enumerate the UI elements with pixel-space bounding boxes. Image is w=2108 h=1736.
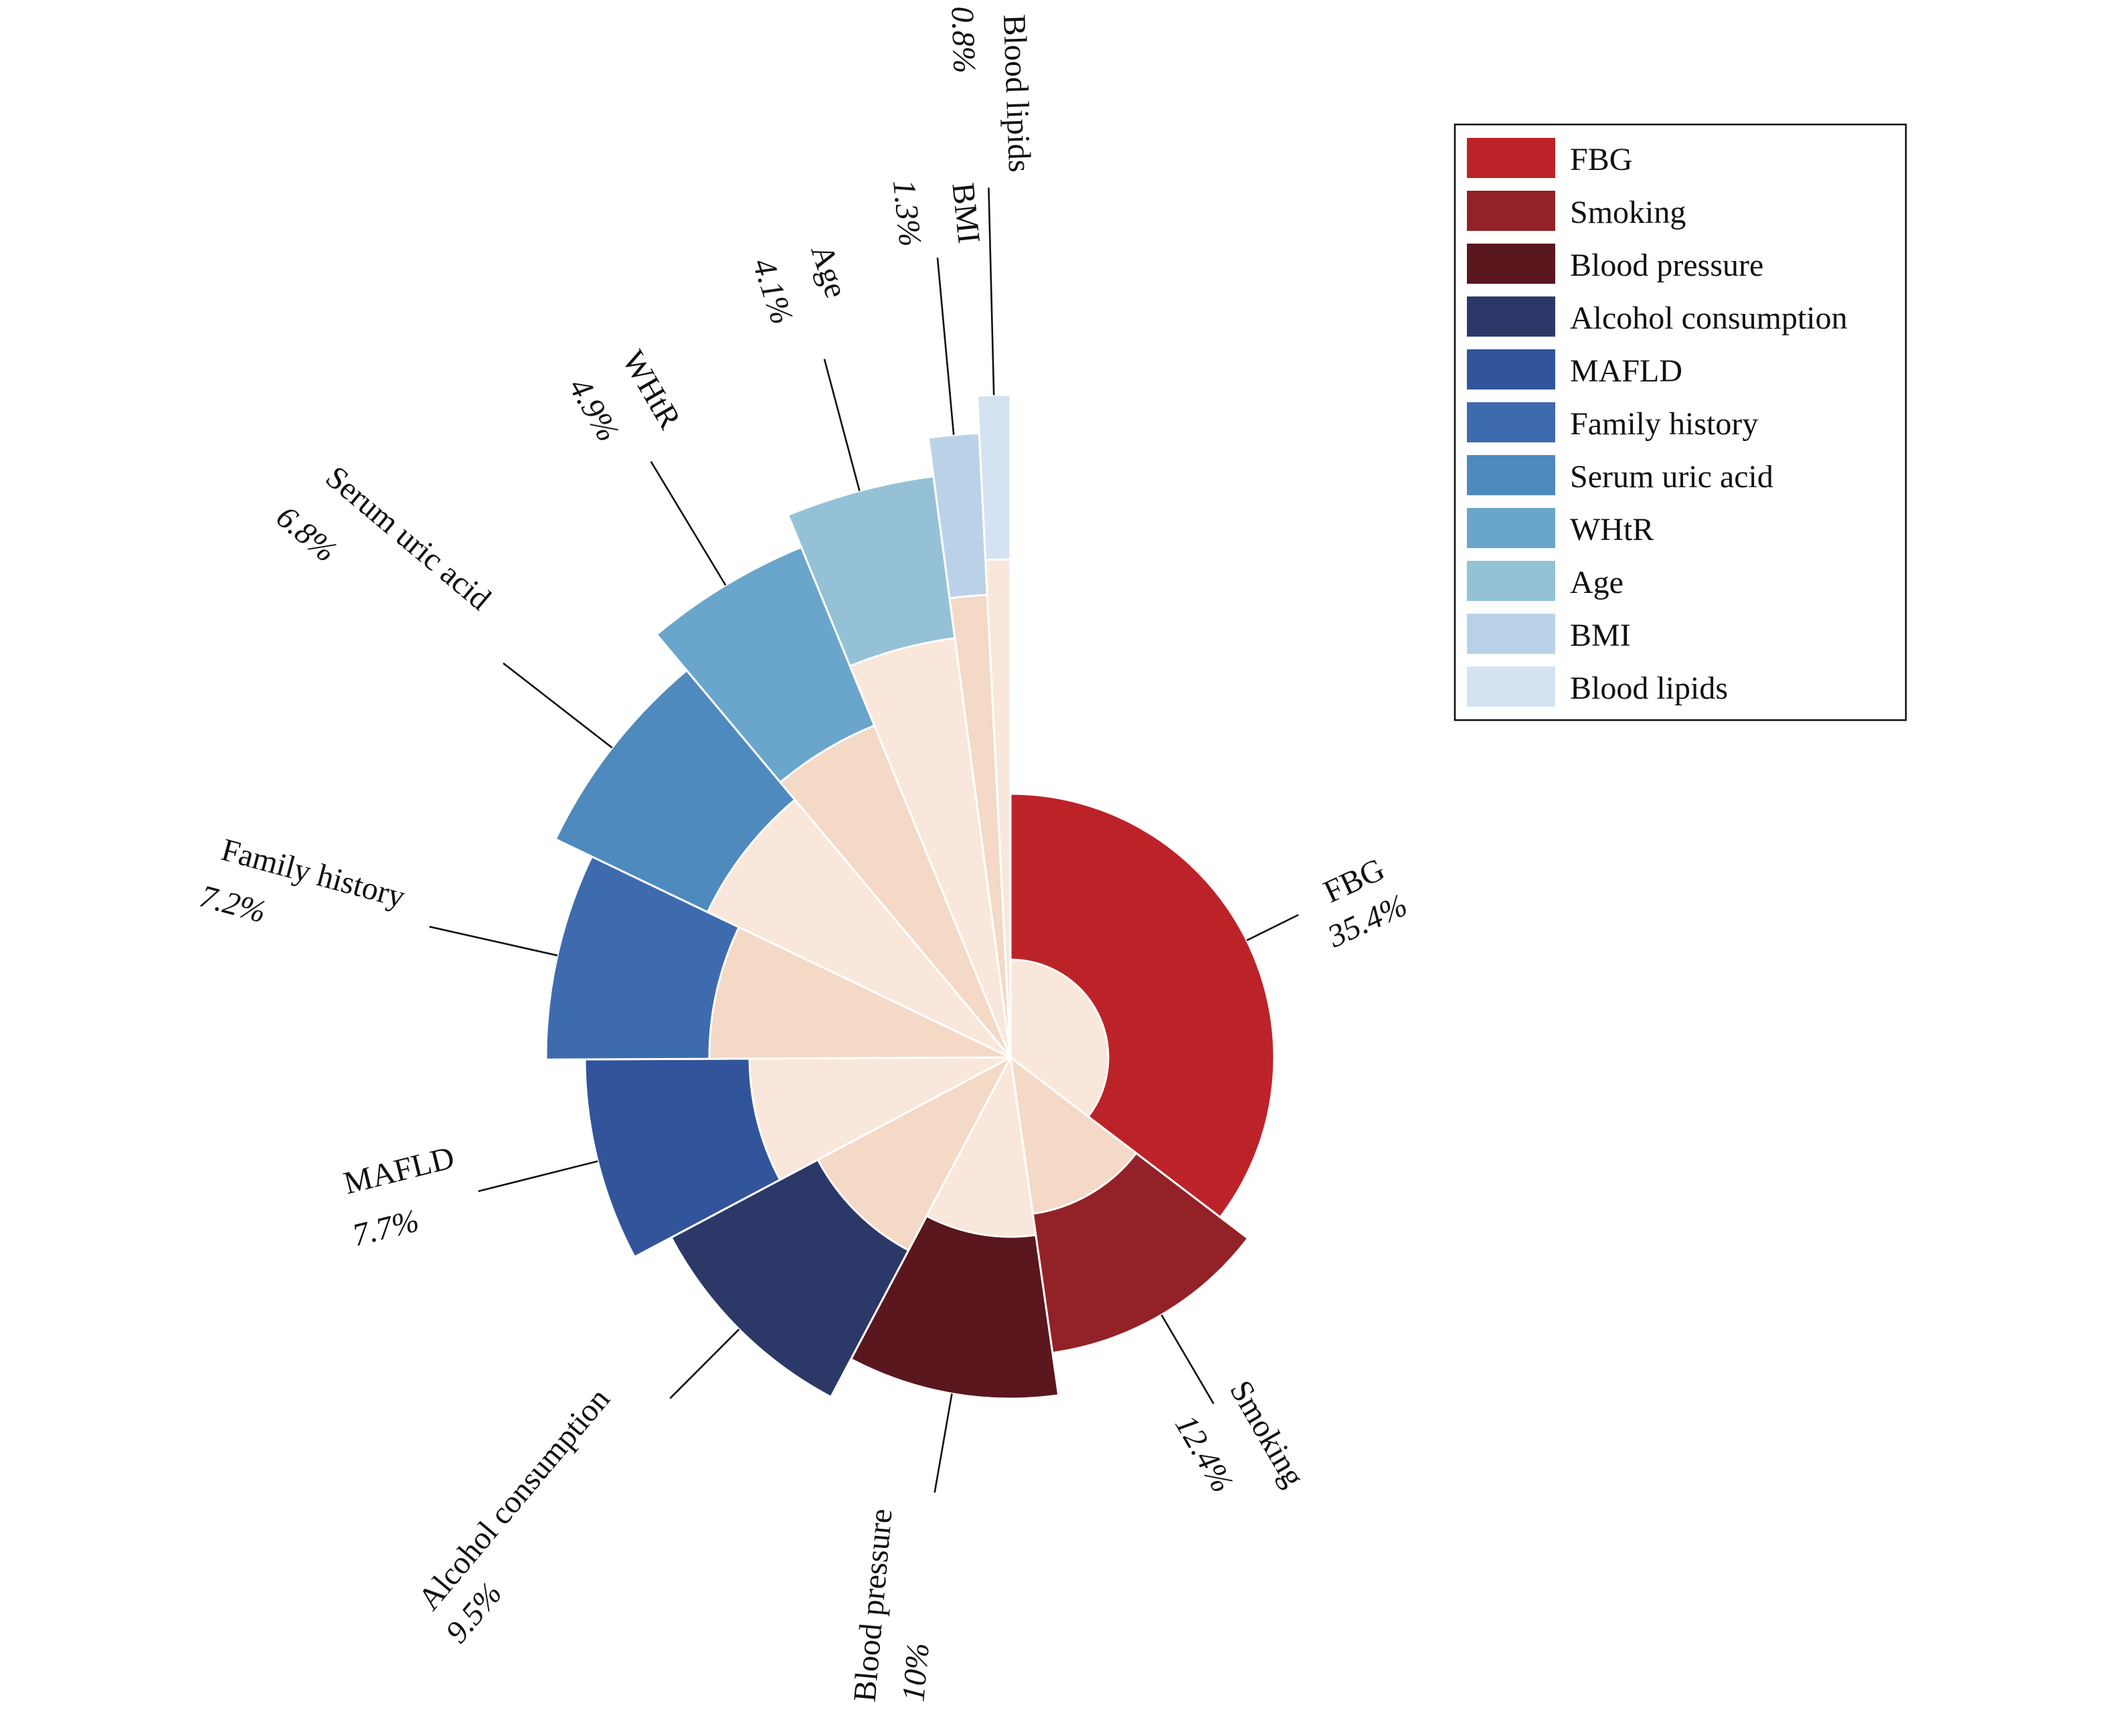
inner-sector-smoking: [1009, 1055, 1138, 1215]
label-value-serum-uric-acid: 6.8%: [270, 499, 344, 570]
legend-label-bmi: BMI: [1570, 618, 1631, 653]
legend-swatch-mafld: [1467, 349, 1555, 389]
chart-sectors: [545, 394, 1276, 1400]
inner-sector-whtr: [778, 724, 1012, 1058]
legend-label-blood-pressure: Blood pressure: [1570, 248, 1763, 283]
leader-line-mafld: [478, 1160, 598, 1193]
label-name-mafld: MAFLD: [340, 1140, 458, 1201]
legend-label-family-history: Family history: [1570, 406, 1758, 442]
label-value-blood-lipids: 0.8%: [944, 6, 982, 74]
leader-line-serum-uric-acid: [503, 662, 613, 749]
leader-line-age: [823, 359, 861, 491]
leader-line-whtr: [650, 460, 727, 586]
label-value-whtr: 4.9%: [561, 372, 626, 448]
label-value-age: 4.1%: [745, 254, 800, 328]
legend: FBG Smoking Blood pressure Alcohol consumpt…: [1454, 123, 1907, 721]
label-name-blood-lipids: Blood lipids: [996, 14, 1037, 173]
label-name-blood-pressure: Blood pressure: [847, 1507, 899, 1703]
legend-swatch-alcohol-consumption: [1467, 296, 1555, 337]
inner-sector-family-history: [708, 926, 1011, 1060]
legend-swatch-age: [1467, 561, 1555, 601]
legend-swatch-family-history: [1467, 402, 1555, 442]
label-name-alcohol-consumption: Alcohol consumption: [412, 1381, 617, 1617]
label-value-blood-pressure: 10%: [895, 1642, 936, 1703]
leader-line-blood-lipids: [988, 187, 995, 396]
legend-label-whtr: WHtR: [1570, 512, 1654, 547]
inner-sector-alcohol-consumption: [816, 1055, 1013, 1252]
label-name-whtr: WHtR: [615, 345, 688, 435]
legend-swatch-bmi: [1467, 614, 1555, 654]
legend-swatch-whtr: [1467, 508, 1555, 548]
leader-line-alcohol-consumption: [669, 1328, 740, 1399]
legend-swatch-serum-uric-acid: [1467, 455, 1555, 495]
legend-swatch-fbg: [1467, 138, 1555, 178]
leader-line-smoking: [1160, 1314, 1215, 1405]
inner-sector-serum-uric-acid: [706, 798, 1012, 1059]
legend-swatch-smoking: [1467, 191, 1555, 231]
label-value-mafld: 7.7%: [349, 1203, 422, 1253]
label-name-serum-uric-acid: Serum uric acid: [319, 459, 498, 617]
inner-sector-blood-pressure: [925, 1054, 1037, 1238]
legend-swatch-blood-pressure: [1467, 244, 1555, 284]
leader-line-bmi: [936, 257, 955, 435]
legend-label-alcohol-consumption: Alcohol consumption: [1570, 300, 1848, 336]
label-value-smoking: 12.4%: [1168, 1409, 1240, 1498]
legend-label-mafld: MAFLD: [1570, 353, 1682, 389]
leader-line-blood-pressure: [934, 1393, 953, 1493]
label-name-age: Age: [804, 240, 854, 302]
legend-swatch-blood-lipids: [1467, 667, 1555, 707]
legend-label-smoking: Smoking: [1570, 195, 1686, 230]
label-value-bmi: 1.3%: [886, 178, 928, 248]
sector-fbg: [1009, 792, 1276, 1219]
inner-sector-fbg: [1009, 958, 1110, 1118]
legend-label-blood-lipids: Blood lipids: [1570, 671, 1728, 706]
leader-line-family-history: [429, 926, 558, 956]
label-name-bmi: BMI: [945, 181, 986, 246]
legend-label-serum-uric-acid: Serum uric acid: [1570, 459, 1773, 495]
inner-sector-blood-lipids: [984, 558, 1012, 1058]
legend-label-fbg: FBG: [1570, 142, 1632, 177]
label-leader-lines: [429, 187, 1299, 1493]
label-value-family-history: 7.2%: [196, 878, 270, 930]
legend-label-age: Age: [1570, 565, 1623, 600]
leader-line-fbg: [1246, 914, 1299, 942]
inner-sector-mafld: [748, 1056, 1011, 1181]
